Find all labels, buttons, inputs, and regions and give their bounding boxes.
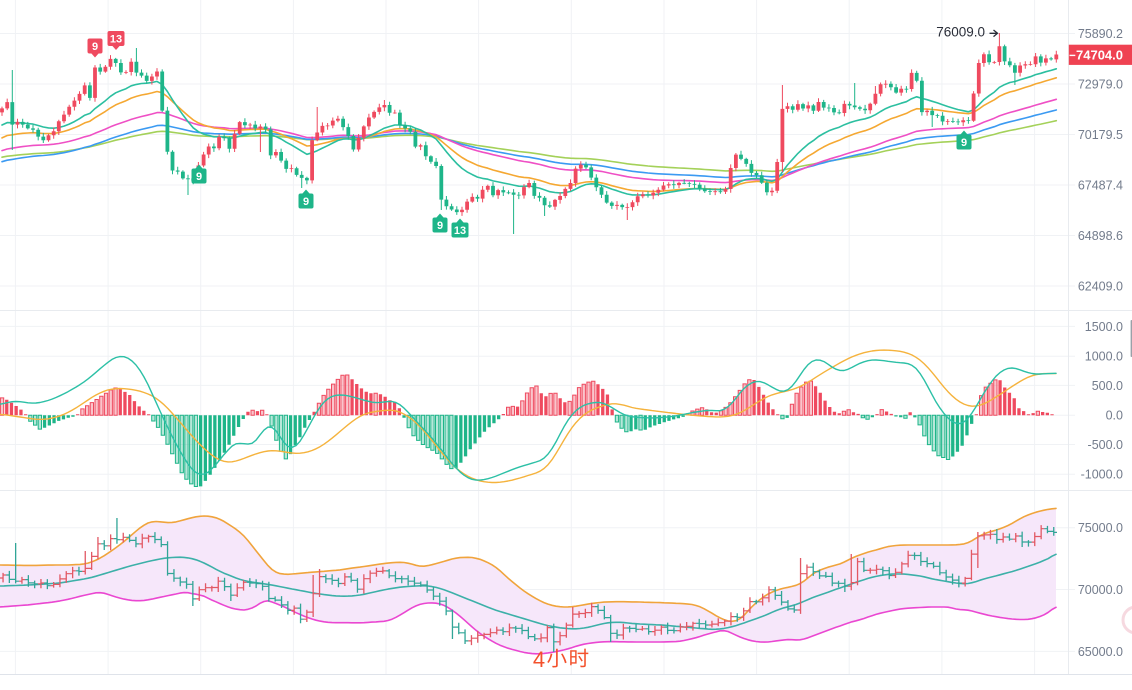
svg-text:72979.0: 72979.0 <box>1078 77 1123 91</box>
svg-text:500.0: 500.0 <box>1092 379 1123 393</box>
svg-text:65000.0: 65000.0 <box>1078 645 1123 659</box>
svg-text:75000.0: 75000.0 <box>1078 521 1123 535</box>
svg-text:1500.0: 1500.0 <box>1085 320 1123 334</box>
svg-text:9: 9 <box>196 171 202 183</box>
svg-text:13: 13 <box>110 34 122 46</box>
svg-text:76009.0: 76009.0 <box>936 24 985 39</box>
svg-text:4: 4 <box>533 647 545 672</box>
svg-text:70000.0: 70000.0 <box>1078 583 1123 597</box>
svg-text:70179.5: 70179.5 <box>1078 128 1123 142</box>
svg-text:9: 9 <box>961 137 967 149</box>
svg-text:9: 9 <box>437 220 443 232</box>
svg-text:13: 13 <box>454 225 466 237</box>
svg-text:64898.6: 64898.6 <box>1078 229 1123 243</box>
svg-text:67487.4: 67487.4 <box>1078 178 1123 192</box>
svg-text:0.0: 0.0 <box>1106 409 1123 423</box>
svg-text:-500.0: -500.0 <box>1088 438 1123 452</box>
svg-text:74704.0: 74704.0 <box>1076 48 1123 63</box>
svg-text:75890.2: 75890.2 <box>1078 27 1123 41</box>
svg-text:9: 9 <box>303 196 309 208</box>
svg-text:9: 9 <box>92 41 98 53</box>
svg-text:62409.0: 62409.0 <box>1078 279 1123 293</box>
svg-text:-1000.0: -1000.0 <box>1081 468 1123 482</box>
svg-text:1000.0: 1000.0 <box>1085 350 1123 364</box>
